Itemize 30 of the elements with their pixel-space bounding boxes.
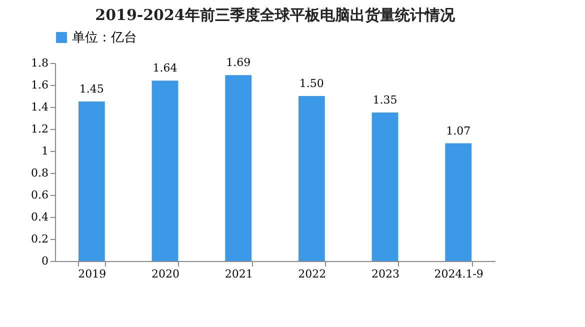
- legend-label: 单位：亿台: [72, 30, 137, 46]
- text: 1.64: [152, 62, 178, 75]
- y-tick-label: 0: [42, 254, 48, 268]
- text: 1.07: [446, 124, 471, 138]
- y-tick-label: 1.4: [31, 100, 48, 114]
- x-tick-label: 2021: [224, 268, 253, 280]
- y-tick-label: 0.4: [31, 210, 48, 224]
- y-tick-label: 1.2: [31, 122, 48, 136]
- x-tick-label: 2024.1-9: [434, 268, 484, 280]
- y-tick-label: 1.6: [31, 78, 48, 92]
- text: 1.69: [226, 56, 251, 70]
- y-tick-label: 1: [42, 144, 48, 158]
- y-tick-label: 0.2: [31, 232, 48, 246]
- bar: [225, 75, 252, 261]
- bar: [372, 112, 398, 261]
- text: 1.35: [372, 94, 398, 106]
- y-tick-label: 0.8: [31, 166, 48, 180]
- bar: [78, 102, 105, 261]
- bar: [445, 143, 472, 261]
- x-tick-label: 2019: [78, 268, 106, 280]
- x-tick-label: 2020: [152, 268, 180, 280]
- x-tick-label: 2023: [372, 268, 400, 280]
- text: 1.50: [299, 77, 324, 90]
- text: 1.45: [79, 82, 104, 96]
- y-tick-label: 1.8: [31, 56, 48, 70]
- y-tick-label: 0.6: [31, 188, 48, 202]
- x-tick-label: 2022: [298, 268, 326, 280]
- bar: [298, 96, 325, 261]
- bar: [152, 80, 178, 261]
- chart-title: 2019-2024年前三季度全球平板电脑出货量统计情况: [95, 6, 456, 24]
